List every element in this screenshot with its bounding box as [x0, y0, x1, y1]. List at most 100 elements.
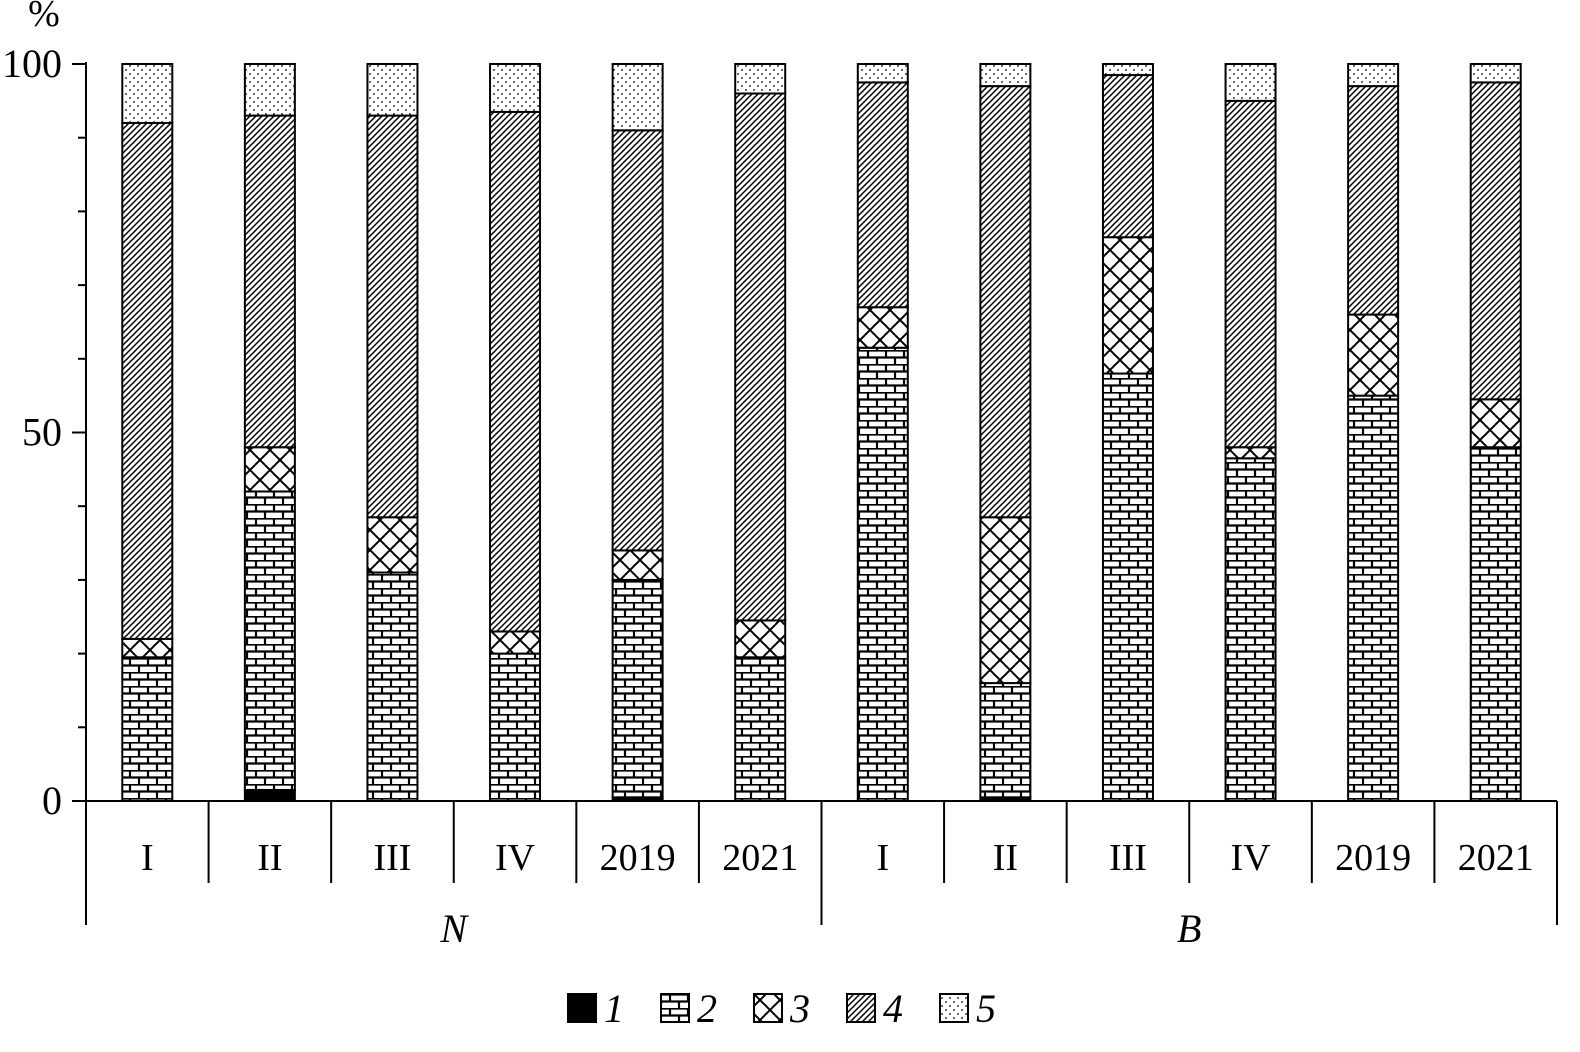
bar-segment-series-5 [611, 63, 664, 132]
y-tick-label: 0 [42, 778, 62, 823]
bar-segment-series-5 [856, 63, 909, 84]
bars [121, 63, 1522, 803]
x-tick-label: 2021 [1458, 837, 1534, 879]
bar-segment-series-2 [1101, 372, 1154, 802]
bar-segment-series-2 [856, 346, 909, 802]
bar-segment-series-2 [243, 490, 296, 791]
bar-stack [366, 63, 419, 803]
y-tick-label: 50 [22, 410, 62, 455]
y-axis-unit-label: % [28, 0, 60, 35]
bar-stack [1101, 63, 1154, 802]
bar-stack [856, 63, 909, 802]
bar-stack [1469, 63, 1522, 802]
legend-item: 1 [567, 986, 624, 1031]
legend-label: 1 [604, 986, 624, 1031]
x-tick-label: IV [1230, 837, 1271, 879]
legend: 1 2 3 4 5 [567, 986, 996, 1031]
legend-swatch [567, 993, 597, 1023]
bar-stack [121, 63, 174, 802]
bar-segment-series-3 [1347, 313, 1400, 397]
legend-swatch [939, 993, 969, 1023]
bar-segment-series-5 [1224, 63, 1277, 102]
bar-segment-series-5 [243, 63, 296, 117]
bar-segment-series-5 [366, 63, 419, 117]
x-tick-label: 2021 [722, 837, 798, 879]
bar-segment-series-2 [1347, 394, 1400, 802]
bar-segment-series-3 [366, 516, 419, 574]
x-tick-label: II [257, 837, 282, 879]
bar-segment-series-4 [121, 121, 174, 640]
x-tick-label: IV [495, 837, 536, 879]
bar-segment-series-2 [979, 682, 1032, 799]
x-tick-label: II [993, 837, 1018, 879]
bar-segment-series-3 [734, 619, 787, 659]
bar-segment-series-4 [1347, 85, 1400, 316]
legend-item: 3 [753, 986, 810, 1031]
bar-segment-series-4 [243, 114, 296, 449]
legend-label: 4 [883, 986, 903, 1031]
bar-segment-series-3 [489, 630, 542, 655]
bar-segment-series-4 [489, 110, 542, 633]
bar-stack [243, 63, 296, 803]
axes: 0 50 100% [2, 0, 1558, 925]
bar-segment-series-3 [243, 446, 296, 493]
bar-segment-series-4 [1101, 74, 1154, 239]
bar-segment-series-4 [979, 85, 1032, 519]
bar-segment-series-3 [1101, 236, 1154, 375]
x-tick-label: III [373, 837, 411, 879]
legend-label: 2 [697, 986, 717, 1031]
bar-segment-series-2 [611, 578, 664, 799]
bar-segment-series-5 [489, 63, 542, 113]
bar-segment-series-2 [1469, 446, 1522, 802]
bar-stack [1224, 63, 1277, 802]
bar-segment-series-3 [121, 637, 174, 659]
bar-segment-series-4 [1469, 81, 1522, 401]
legend-item: 2 [660, 986, 717, 1031]
x-tick-label: 2019 [1335, 837, 1411, 879]
y-tick-label: 100 [2, 41, 62, 86]
bar-segment-series-3 [979, 516, 1032, 685]
legend-swatch [660, 993, 690, 1023]
bar-stack [489, 63, 542, 802]
bar-segment-series-4 [611, 129, 664, 552]
bar-segment-series-3 [856, 306, 909, 349]
legend-item: 4 [846, 986, 903, 1031]
bar-stack [1347, 63, 1400, 802]
x-tick-label: I [141, 837, 154, 879]
bar-stack [979, 63, 1032, 803]
group-label: B [1177, 906, 1201, 951]
legend-label: 3 [789, 986, 810, 1031]
bar-segment-series-2 [121, 656, 174, 802]
x-tick-label: I [876, 837, 889, 879]
bar-segment-series-4 [856, 81, 909, 309]
bar-segment-series-2 [366, 571, 419, 803]
bar-segment-series-4 [1224, 99, 1277, 449]
bar-segment-series-5 [1101, 63, 1154, 77]
bar-segment-series-4 [366, 114, 419, 519]
x-tick-label: 2019 [600, 837, 676, 879]
bar-stack [734, 63, 787, 802]
bar-segment-series-1 [243, 788, 296, 803]
x-tick-label: III [1109, 837, 1147, 879]
bar-segment-series-3 [1469, 398, 1522, 449]
bar-segment-series-5 [1469, 63, 1522, 84]
bar-segment-series-5 [979, 63, 1032, 88]
legend-swatch [846, 993, 876, 1023]
legend-label: 5 [976, 986, 996, 1031]
bar-segment-series-2 [1224, 457, 1277, 802]
group-label: N [439, 906, 469, 951]
bar-segment-series-3 [611, 549, 664, 581]
bar-segment-series-5 [121, 63, 174, 124]
legend-swatch [753, 993, 783, 1023]
bar-segment-series-5 [1347, 63, 1400, 88]
bar-segment-series-2 [489, 652, 542, 802]
bar-segment-series-4 [734, 92, 787, 622]
bar-segment-series-2 [734, 656, 787, 802]
legend-item: 5 [939, 986, 996, 1031]
bar-segment-series-3 [1224, 446, 1277, 460]
bar-stack [611, 63, 664, 803]
bar-segment-series-5 [734, 63, 787, 95]
